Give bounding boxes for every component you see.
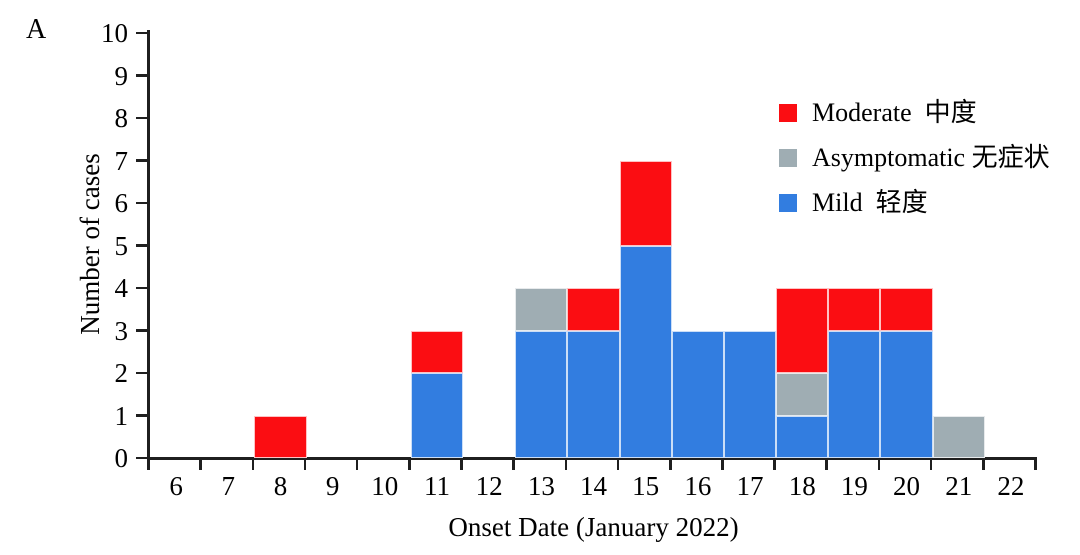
legend-item-moderate: Moderate 中度 — [779, 98, 1050, 127]
bar-segment-mild-day16 — [671, 330, 724, 458]
x-tick — [512, 458, 516, 470]
bar-segment-asymptomatic-day18 — [776, 373, 829, 416]
x-tick — [564, 458, 568, 470]
x-tick — [199, 458, 202, 470]
legend-label-asymptomatic: Asymptomatic 无症状 — [812, 143, 1050, 172]
x-tick-label: 21 — [945, 471, 973, 501]
x-tick-label: 17 — [736, 471, 764, 501]
bar-segment-moderate-day19 — [828, 288, 881, 331]
bar-segment-moderate-day18 — [776, 288, 829, 373]
x-tick-label: 6 — [169, 471, 183, 501]
x-tick-label: 14 — [580, 471, 607, 501]
x-tick-label: 13 — [527, 471, 555, 501]
y-tick — [136, 286, 147, 290]
x-tick-label: 12 — [475, 471, 503, 501]
y-tick-label: 5 — [114, 230, 129, 261]
x-tick — [251, 458, 255, 470]
x-tick — [460, 458, 463, 470]
y-tick-label: 6 — [114, 188, 129, 218]
x-tick-label: 15 — [632, 471, 660, 501]
legend-swatch-moderate — [779, 104, 797, 122]
y-tick — [136, 159, 147, 162]
legend-swatch-mild — [779, 194, 797, 212]
y-tick — [136, 414, 147, 417]
legend-item-asymptomatic: Asymptomatic 无症状 — [779, 143, 1050, 172]
x-axis-line — [147, 457, 1037, 460]
bar-segment-mild-day20 — [880, 330, 933, 458]
x-tick-label: 20 — [893, 471, 921, 501]
legend: Moderate 中度 Asymptomatic 无症状 Mild 轻度 — [779, 98, 1050, 239]
x-tick — [355, 458, 359, 470]
x-tick-label: 7 — [221, 471, 236, 501]
x-axis-title: Onset Date (January 2022) — [448, 512, 739, 542]
x-tick — [303, 458, 307, 470]
y-tick — [136, 244, 147, 247]
y-tick-label: 1 — [114, 400, 129, 431]
bar-segment-moderate-day15 — [619, 160, 672, 246]
y-tick — [136, 31, 147, 35]
x-tick — [668, 458, 672, 470]
bar-segment-mild-day13 — [515, 330, 568, 458]
legend-swatch-asymptomatic — [779, 149, 797, 167]
y-tick — [136, 201, 147, 205]
y-tick — [136, 329, 147, 332]
x-tick-label: 18 — [788, 471, 816, 501]
x-tick-label: 10 — [371, 471, 399, 501]
x-tick — [877, 458, 881, 470]
x-tick — [1034, 458, 1037, 470]
x-tick — [616, 458, 620, 470]
y-tick — [136, 74, 147, 77]
bar-segment-mild-day11 — [410, 373, 464, 458]
x-tick — [982, 458, 985, 470]
legend-label-moderate: Moderate 中度 — [812, 98, 977, 127]
bar-segment-mild-day18 — [776, 415, 829, 458]
x-tick — [825, 458, 829, 470]
y-tick-label: 9 — [114, 60, 129, 91]
x-tick-label: 19 — [840, 471, 868, 501]
y-tick — [136, 456, 147, 460]
y-tick-label: 3 — [114, 315, 129, 346]
x-tick — [773, 458, 776, 470]
x-tick-label: 11 — [423, 471, 450, 501]
y-tick-label: 4 — [114, 273, 129, 303]
bar-segment-mild-day17 — [723, 330, 777, 458]
y-tick-label: 10 — [101, 18, 128, 48]
bar-segment-asymptomatic-day21 — [932, 415, 985, 458]
bar-segment-asymptomatic-day13 — [515, 288, 568, 331]
x-tick — [408, 458, 411, 470]
y-tick-label: 7 — [114, 145, 129, 176]
x-tick-label: 9 — [325, 471, 340, 501]
bar-segment-moderate-day20 — [880, 288, 933, 331]
x-tick — [721, 458, 724, 470]
bar-segment-moderate-day14 — [567, 288, 620, 331]
y-axis-line — [147, 30, 150, 470]
bar-segment-mild-day19 — [828, 330, 881, 458]
y-tick — [136, 371, 147, 375]
x-tick-label: 16 — [684, 471, 712, 501]
bar-segment-mild-day15 — [619, 245, 672, 458]
x-tick-label: 22 — [997, 471, 1025, 501]
y-tick-label: 8 — [114, 103, 129, 133]
x-tick — [147, 458, 150, 470]
legend-label-mild: Mild 轻度 — [812, 188, 928, 217]
x-tick — [929, 458, 933, 470]
y-tick — [136, 116, 147, 120]
bar-segment-moderate-day8 — [254, 415, 307, 458]
bar-segment-mild-day14 — [567, 330, 620, 458]
panel-label: A — [26, 14, 47, 45]
x-tick-label: 8 — [273, 471, 288, 501]
y-tick-label: 0 — [114, 443, 129, 473]
y-tick-label: 2 — [114, 358, 129, 388]
bar-segment-moderate-day11 — [410, 330, 464, 373]
legend-item-mild: Mild 轻度 — [779, 188, 1050, 217]
